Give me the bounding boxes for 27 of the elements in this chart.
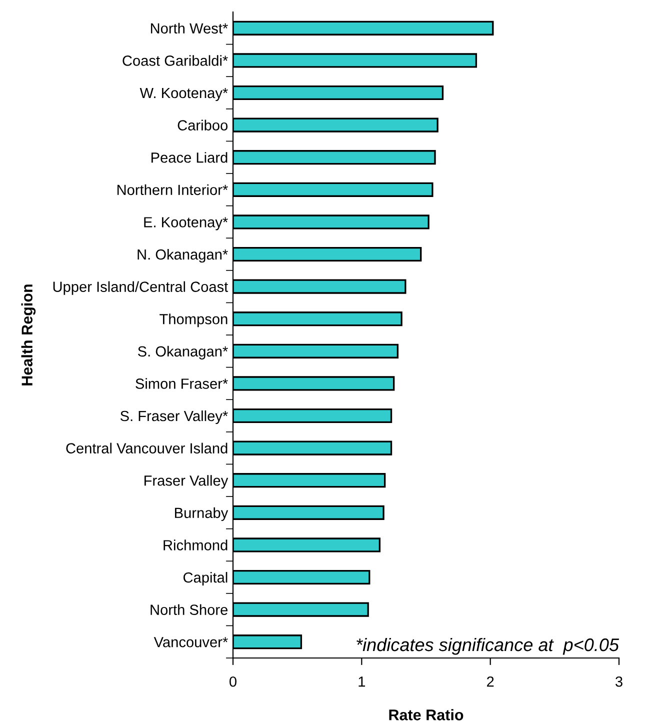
y-tick-label: Thompson <box>160 314 228 328</box>
y-tick-label: Northern Interior* <box>117 184 228 196</box>
y-tick-label: Capital <box>183 572 228 586</box>
y-axis-title: Health Region <box>21 284 36 386</box>
y-tick-label: Simon Fraser* <box>136 378 228 389</box>
x-tick-label: 3 <box>616 676 622 687</box>
y-tick-label: Coast Garibaldi* <box>122 55 228 66</box>
y-tick-label: E. Kootenay* <box>144 217 228 230</box>
y-tick-label: Upper Island/Central Coast <box>53 281 228 295</box>
y-tick-label: North West* <box>150 22 228 34</box>
y-tick-label: W. Kootenay* <box>140 88 228 102</box>
x-axis-title: Rate Ratio <box>389 709 464 720</box>
y-tick-label: Richmond <box>164 540 228 550</box>
y-tick-label: N. Okanagan* <box>138 248 228 263</box>
y-tick-label: Vancouver* <box>154 637 228 648</box>
y-tick-label: Fraser Valley <box>144 475 228 489</box>
x-tick-label: 1 <box>358 676 366 687</box>
y-tick-label: Cariboo <box>178 120 228 130</box>
annotation: *indicates significance at p<0.05 <box>356 638 620 655</box>
x-tick-label: 2 <box>487 676 494 687</box>
y-tick-label: Burnaby <box>175 507 228 521</box>
y-tick-label: North Shore <box>150 604 228 615</box>
y-tick-label: Central Vancouver Island <box>66 442 228 454</box>
x-tick-label: 0 <box>230 676 236 687</box>
y-tick-label: S. Fraser Valley* <box>120 410 228 424</box>
y-tick-label: Peace Liard <box>152 152 228 163</box>
y-tick-label: S. Okanagan* <box>138 346 228 360</box>
